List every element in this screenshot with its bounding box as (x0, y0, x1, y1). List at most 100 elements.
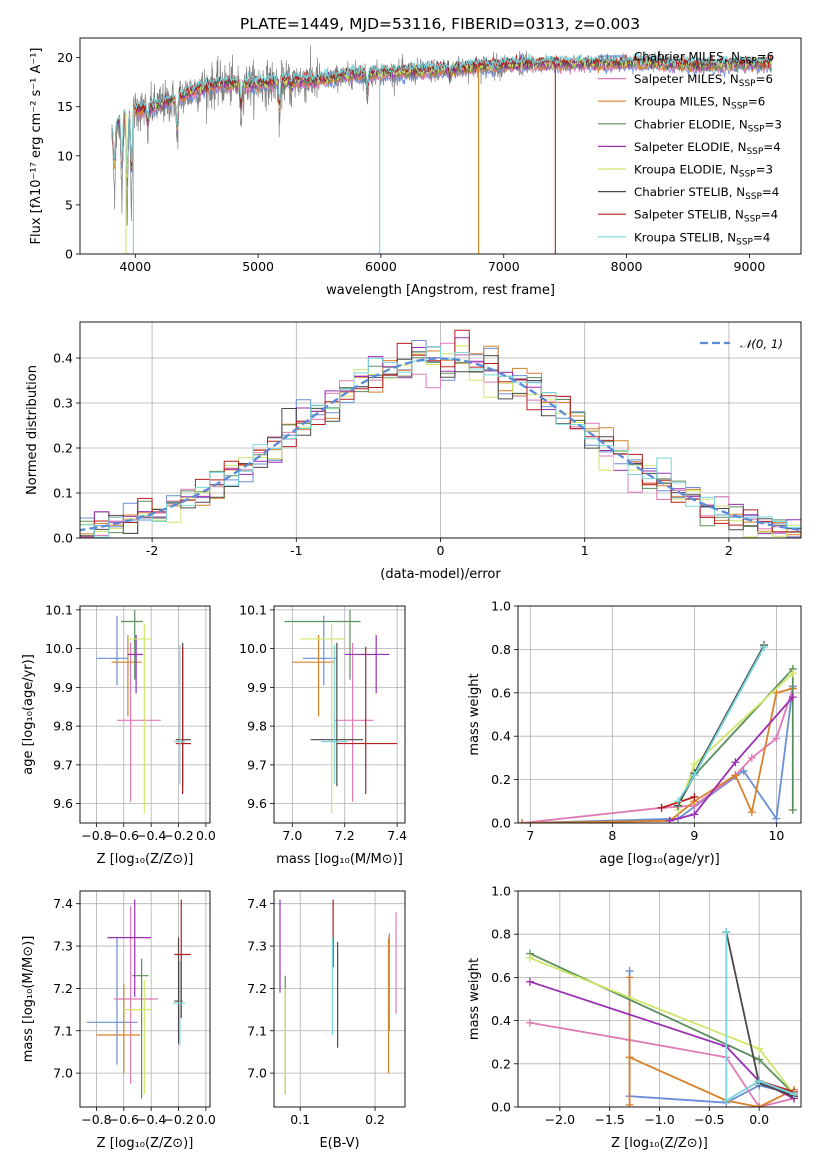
errorbar-point (114, 905, 158, 1084)
mass-weight-marker (731, 758, 740, 767)
mass-weight-marker (690, 760, 699, 769)
chart-title: PLATE=1449, MJD=53116, FIBERID=0313, z=0… (240, 15, 640, 33)
errorbar-point (123, 979, 152, 1095)
y-tick-label: 1.0 (491, 884, 511, 899)
mass-weight-marker (673, 797, 682, 806)
x-tick-label: −0.4 (136, 828, 166, 843)
x-tick-label: −0.8 (81, 828, 111, 843)
legend-label: Salpeter STELIB, NSSP=4 (634, 208, 778, 225)
mass-weight-marker (747, 808, 756, 817)
mass-weight-marker (657, 803, 666, 812)
mass-weight-marker (772, 814, 781, 823)
y-tick-label: 0.2 (53, 441, 73, 456)
x-tick-label: 4000 (119, 259, 151, 274)
errorbar-point (344, 635, 390, 694)
legend-label: Kroupa STELIB, NSSP=4 (634, 230, 770, 247)
errorbar-point (284, 609, 361, 680)
x-tick-label: 5000 (242, 259, 274, 274)
axes-frame (517, 605, 802, 824)
errorbar-point (116, 642, 161, 802)
y-axis-label: mass weight (467, 673, 482, 755)
legend-label: 𝒩(0, 1) (740, 337, 783, 351)
errorbar-point (86, 937, 138, 1065)
mass-weight-marker (625, 1053, 634, 1062)
x-tick-label: 7.4 (387, 828, 407, 843)
axes-massweight_vs_Z: −2.0 −1.5 −1.0 −0.5 0.0 0.0 0.2 0.4 0.6 0.8 1.0 Z [… (467, 884, 802, 1151)
y-tick-label: 10.1 (239, 602, 267, 617)
y-tick-label: 0.3 (53, 396, 73, 411)
axes-frame (273, 605, 406, 824)
y-tick-label: 10.0 (45, 641, 73, 656)
y-tick-label: 7.4 (53, 896, 73, 911)
x-tick-label: 9 (690, 828, 698, 843)
y-tick-label: 7.4 (247, 896, 267, 911)
errorbar-point (173, 960, 186, 1046)
x-tick-label: 7.2 (335, 828, 355, 843)
y-axis-label: mass weight (467, 958, 482, 1040)
x-tick-label: −1.0 (644, 1112, 674, 1127)
x-tick-label: −1.5 (594, 1112, 624, 1127)
mass-weight-marker (790, 1090, 799, 1099)
legend-series-name: Chabrier MILES (634, 50, 724, 64)
y-tick-label: 7.2 (247, 981, 267, 996)
y-tick-label: 0.2 (491, 772, 511, 787)
x-axis-label: Z [log₁₀(Z/Z⊙)] (97, 852, 194, 867)
y-tick-label: 9.7 (53, 757, 73, 772)
y-tick-label: 0.0 (491, 816, 511, 831)
mass-weight-marker (760, 643, 769, 652)
errorbar-point (96, 615, 128, 686)
y-tick-label: 0.1 (53, 486, 73, 501)
axes-residuals: -2 -1 0 1 2 0.0 0.1 0.2 0.3 0.4 (data-model)/error… (25, 321, 802, 582)
y-tick-label: 0.0 (491, 1100, 511, 1115)
axes-massweight_vs_age: 7 8 9 10 0.0 0.2 0.4 0.6 0.8 1.0 age [log₁₀(age/yr… (467, 599, 802, 867)
legend-nssp: 6 (765, 72, 773, 86)
y-tick-label: 0 (65, 247, 73, 262)
mass-weight-marker (788, 669, 797, 678)
legend-label: Salpeter MILES, NSSP=6 (634, 72, 773, 89)
mass-weight-marker (690, 771, 699, 780)
x-tick-label: −0.8 (81, 1112, 111, 1127)
y-tick-label: 5 (65, 197, 73, 212)
mass-weight-marker (731, 771, 740, 780)
axes-frame (273, 890, 406, 1108)
axes-mass_vs_EBV: 0.1 0.2 7.0 7.1 7.2 7.3 7.4 E(B-V) (247, 890, 406, 1151)
x-tick-label: -2 (146, 543, 158, 558)
y-tick-label: 10.0 (239, 641, 267, 656)
x-axis-label: E(B-V) (319, 1136, 359, 1151)
legend-nssp: 4 (773, 140, 781, 154)
y-tick-label: 9.8 (247, 719, 267, 734)
plot-area-mass_vs_Z (86, 899, 191, 1099)
legend-label: Kroupa ELODIE, NSSP=3 (634, 163, 773, 180)
y-tick-label: 7.1 (247, 1023, 267, 1038)
y-tick-label: 1.0 (491, 599, 511, 614)
errorbar-point (292, 635, 335, 717)
plot-area-massweight_vs_age (518, 641, 797, 823)
y-tick-label: 9.6 (53, 796, 73, 811)
axes-frame (517, 890, 802, 1108)
mass-weight-marker (722, 1096, 731, 1105)
errorbar-point (111, 635, 142, 717)
x-tick-label: 7.0 (282, 828, 302, 843)
y-tick-label: 10.1 (45, 602, 73, 617)
x-tick-label: −0.5 (694, 1112, 724, 1127)
mass-weight-marker (690, 810, 699, 819)
y-tick-label: 7.3 (247, 939, 267, 954)
errorbar-point (96, 984, 141, 1074)
y-tick-label: 0.2 (491, 1056, 511, 1071)
y-tick-label: 0.8 (491, 927, 511, 942)
plot-area-mass_vs_EBV (279, 899, 397, 1095)
y-tick-label: 0.4 (491, 729, 511, 744)
plot-area-residuals (80, 329, 801, 538)
plot-area-age_vs_Z (96, 609, 191, 814)
y-tick-label: 0.8 (491, 642, 511, 657)
x-tick-label: 8000 (611, 259, 643, 274)
y-tick-label: 7.1 (53, 1023, 73, 1038)
x-tick-label: 0.0 (196, 828, 216, 843)
mass-weight-marker (525, 977, 534, 986)
legend-series-name: Kroupa MILES (634, 95, 715, 109)
y-tick-label: 7.0 (247, 1066, 267, 1081)
errorbar-point (107, 899, 152, 997)
legend-series-name: Salpeter STELIB (634, 208, 728, 222)
x-tick-label: 1 (581, 543, 589, 558)
